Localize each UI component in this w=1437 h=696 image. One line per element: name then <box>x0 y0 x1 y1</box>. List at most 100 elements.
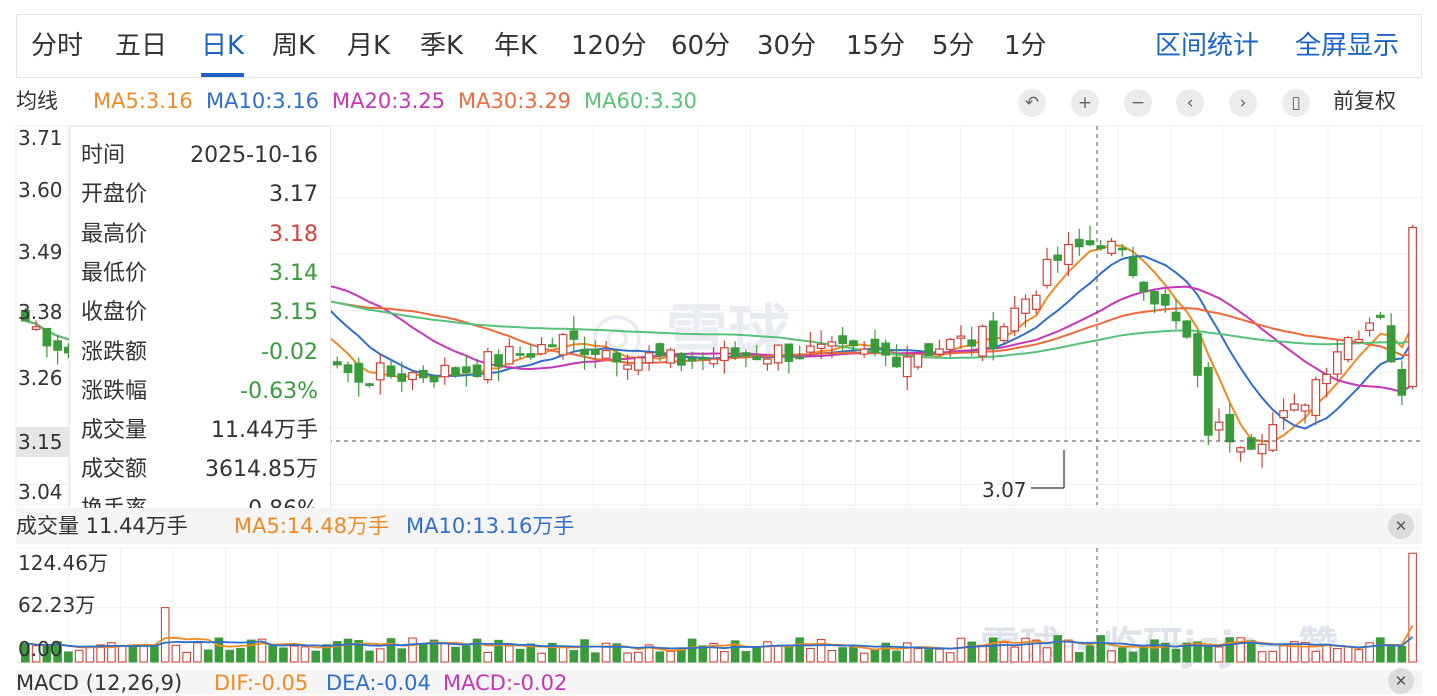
interval-stats-link[interactable]: 区间统计 <box>1155 31 1260 61</box>
candle-body <box>1354 338 1364 343</box>
candle-body <box>795 356 805 360</box>
volume-bar <box>1042 647 1052 663</box>
tooltip-row: 涨跌幅 -0.63% <box>81 373 318 411</box>
volume-bar <box>784 645 794 663</box>
volume-bar <box>408 637 417 663</box>
tab-30min[interactable]: 30分 <box>757 31 817 61</box>
tab-120min[interactable]: 120分 <box>571 31 647 61</box>
zoom-in-icon[interactable]: + <box>1071 89 1099 117</box>
candle-body <box>440 364 450 378</box>
volume-bar <box>935 648 944 663</box>
volume-bar <box>236 647 245 663</box>
candle-body <box>461 366 471 374</box>
volume-ma10-line <box>25 636 1414 650</box>
close-macd-icon[interactable]: ✕ <box>1388 668 1414 694</box>
volume-bar <box>687 638 697 663</box>
volume-bar <box>569 650 579 663</box>
next-icon[interactable]: › <box>1229 89 1257 117</box>
volume-tick-label: 124.46万 <box>18 551 108 575</box>
candle-body <box>633 357 643 371</box>
zoom-out-icon[interactable]: − <box>1124 89 1152 117</box>
candle-body <box>644 352 654 364</box>
tab-weekly-k[interactable]: 周K <box>272 31 316 61</box>
volume-bar <box>1343 646 1353 663</box>
volume-bar <box>289 645 299 663</box>
volume-bar <box>988 637 998 663</box>
macd-label: MACD (12,26,9) <box>16 671 183 695</box>
volume-bar <box>1064 639 1073 663</box>
volume-bar <box>203 649 213 663</box>
volume-bar <box>1085 645 1095 663</box>
volume-bar <box>1150 639 1159 663</box>
candle-body <box>1386 325 1396 363</box>
candle-body <box>1085 240 1095 246</box>
tab-five-day[interactable]: 五日 <box>115 31 168 61</box>
candle-body <box>763 358 772 365</box>
volume-bar <box>634 651 643 663</box>
volume-bar <box>160 607 170 663</box>
candle-body <box>1375 314 1385 318</box>
volume-tick-label: 0.00 <box>18 637 63 661</box>
volume-bar <box>806 647 815 663</box>
volume-bar <box>483 651 493 663</box>
volume-bar <box>967 641 977 663</box>
candle-body <box>1021 298 1030 314</box>
tooltip-key: 时间 <box>81 143 126 168</box>
volume-bar <box>537 652 546 663</box>
volume-bar <box>311 650 321 663</box>
candle-body <box>526 353 536 358</box>
volume-bars <box>21 552 1417 663</box>
tooltip-key: 涨跌额 <box>81 339 148 365</box>
candle-body <box>1053 254 1063 261</box>
tab-monthly-k[interactable]: 月K <box>347 31 391 61</box>
volume-bar <box>1010 646 1020 663</box>
candle-icon[interactable]: ▯ <box>1282 89 1310 117</box>
candle-body <box>42 327 52 347</box>
candle-body <box>1160 293 1170 306</box>
candle-body <box>935 348 944 355</box>
tooltip-row: 开盘价 3.17 <box>81 176 318 214</box>
candle-body <box>1042 258 1052 286</box>
tooltip-value: 2025-10-16 <box>190 143 318 168</box>
volume-bar <box>268 645 278 663</box>
volume-bar <box>892 650 901 663</box>
volume-bar <box>1074 651 1084 663</box>
tab-1min[interactable]: 1分 <box>1004 31 1047 61</box>
candle-body <box>902 356 912 378</box>
adjust-mode-button[interactable]: 前复权 <box>1333 89 1396 113</box>
volume-bar <box>720 650 729 663</box>
tab-15min[interactable]: 15分 <box>846 31 906 61</box>
volume-bar <box>859 652 869 663</box>
volume-bar <box>1365 642 1374 663</box>
tab-timeshare[interactable]: 分时 <box>31 31 84 61</box>
candle-body <box>494 354 503 367</box>
candle-body <box>1128 256 1138 277</box>
tab-yearly-k[interactable]: 年K <box>494 31 538 61</box>
undo-icon[interactable]: ↶ <box>1018 89 1046 117</box>
fullscreen-link[interactable]: 全屏显示 <box>1295 31 1400 61</box>
tab-5min[interactable]: 5分 <box>932 31 975 61</box>
volume-bar <box>1171 648 1181 663</box>
candle-body <box>397 373 407 382</box>
tab-daily-k[interactable]: 日K <box>201 15 245 77</box>
volume-bar <box>1021 637 1030 663</box>
prev-icon[interactable]: ‹ <box>1176 89 1204 117</box>
volume-bar <box>225 649 235 663</box>
tab-quarterly-k[interactable]: 季K <box>420 31 464 61</box>
tooltip-row: 成交量 11.44万手 <box>81 412 318 450</box>
volume-tick-label: 62.23万 <box>18 593 95 617</box>
volume-bar <box>870 648 880 663</box>
close-volume-icon[interactable]: ✕ <box>1388 513 1414 539</box>
volume-bar <box>494 639 503 663</box>
candle-body <box>1150 291 1159 305</box>
candle-body <box>365 383 374 386</box>
volume-bar <box>31 645 41 663</box>
ma60-value: MA60:3.30 <box>584 89 698 113</box>
volume-bar <box>429 639 439 663</box>
tooltip-row: 时间 2025-10-16 <box>81 137 318 175</box>
candle-body <box>1300 404 1310 412</box>
volume-ma10: MA10:13.16万手 <box>406 514 575 538</box>
tab-60min[interactable]: 60分 <box>671 31 731 61</box>
candle-body <box>709 358 718 365</box>
volume-bar <box>1193 641 1202 663</box>
